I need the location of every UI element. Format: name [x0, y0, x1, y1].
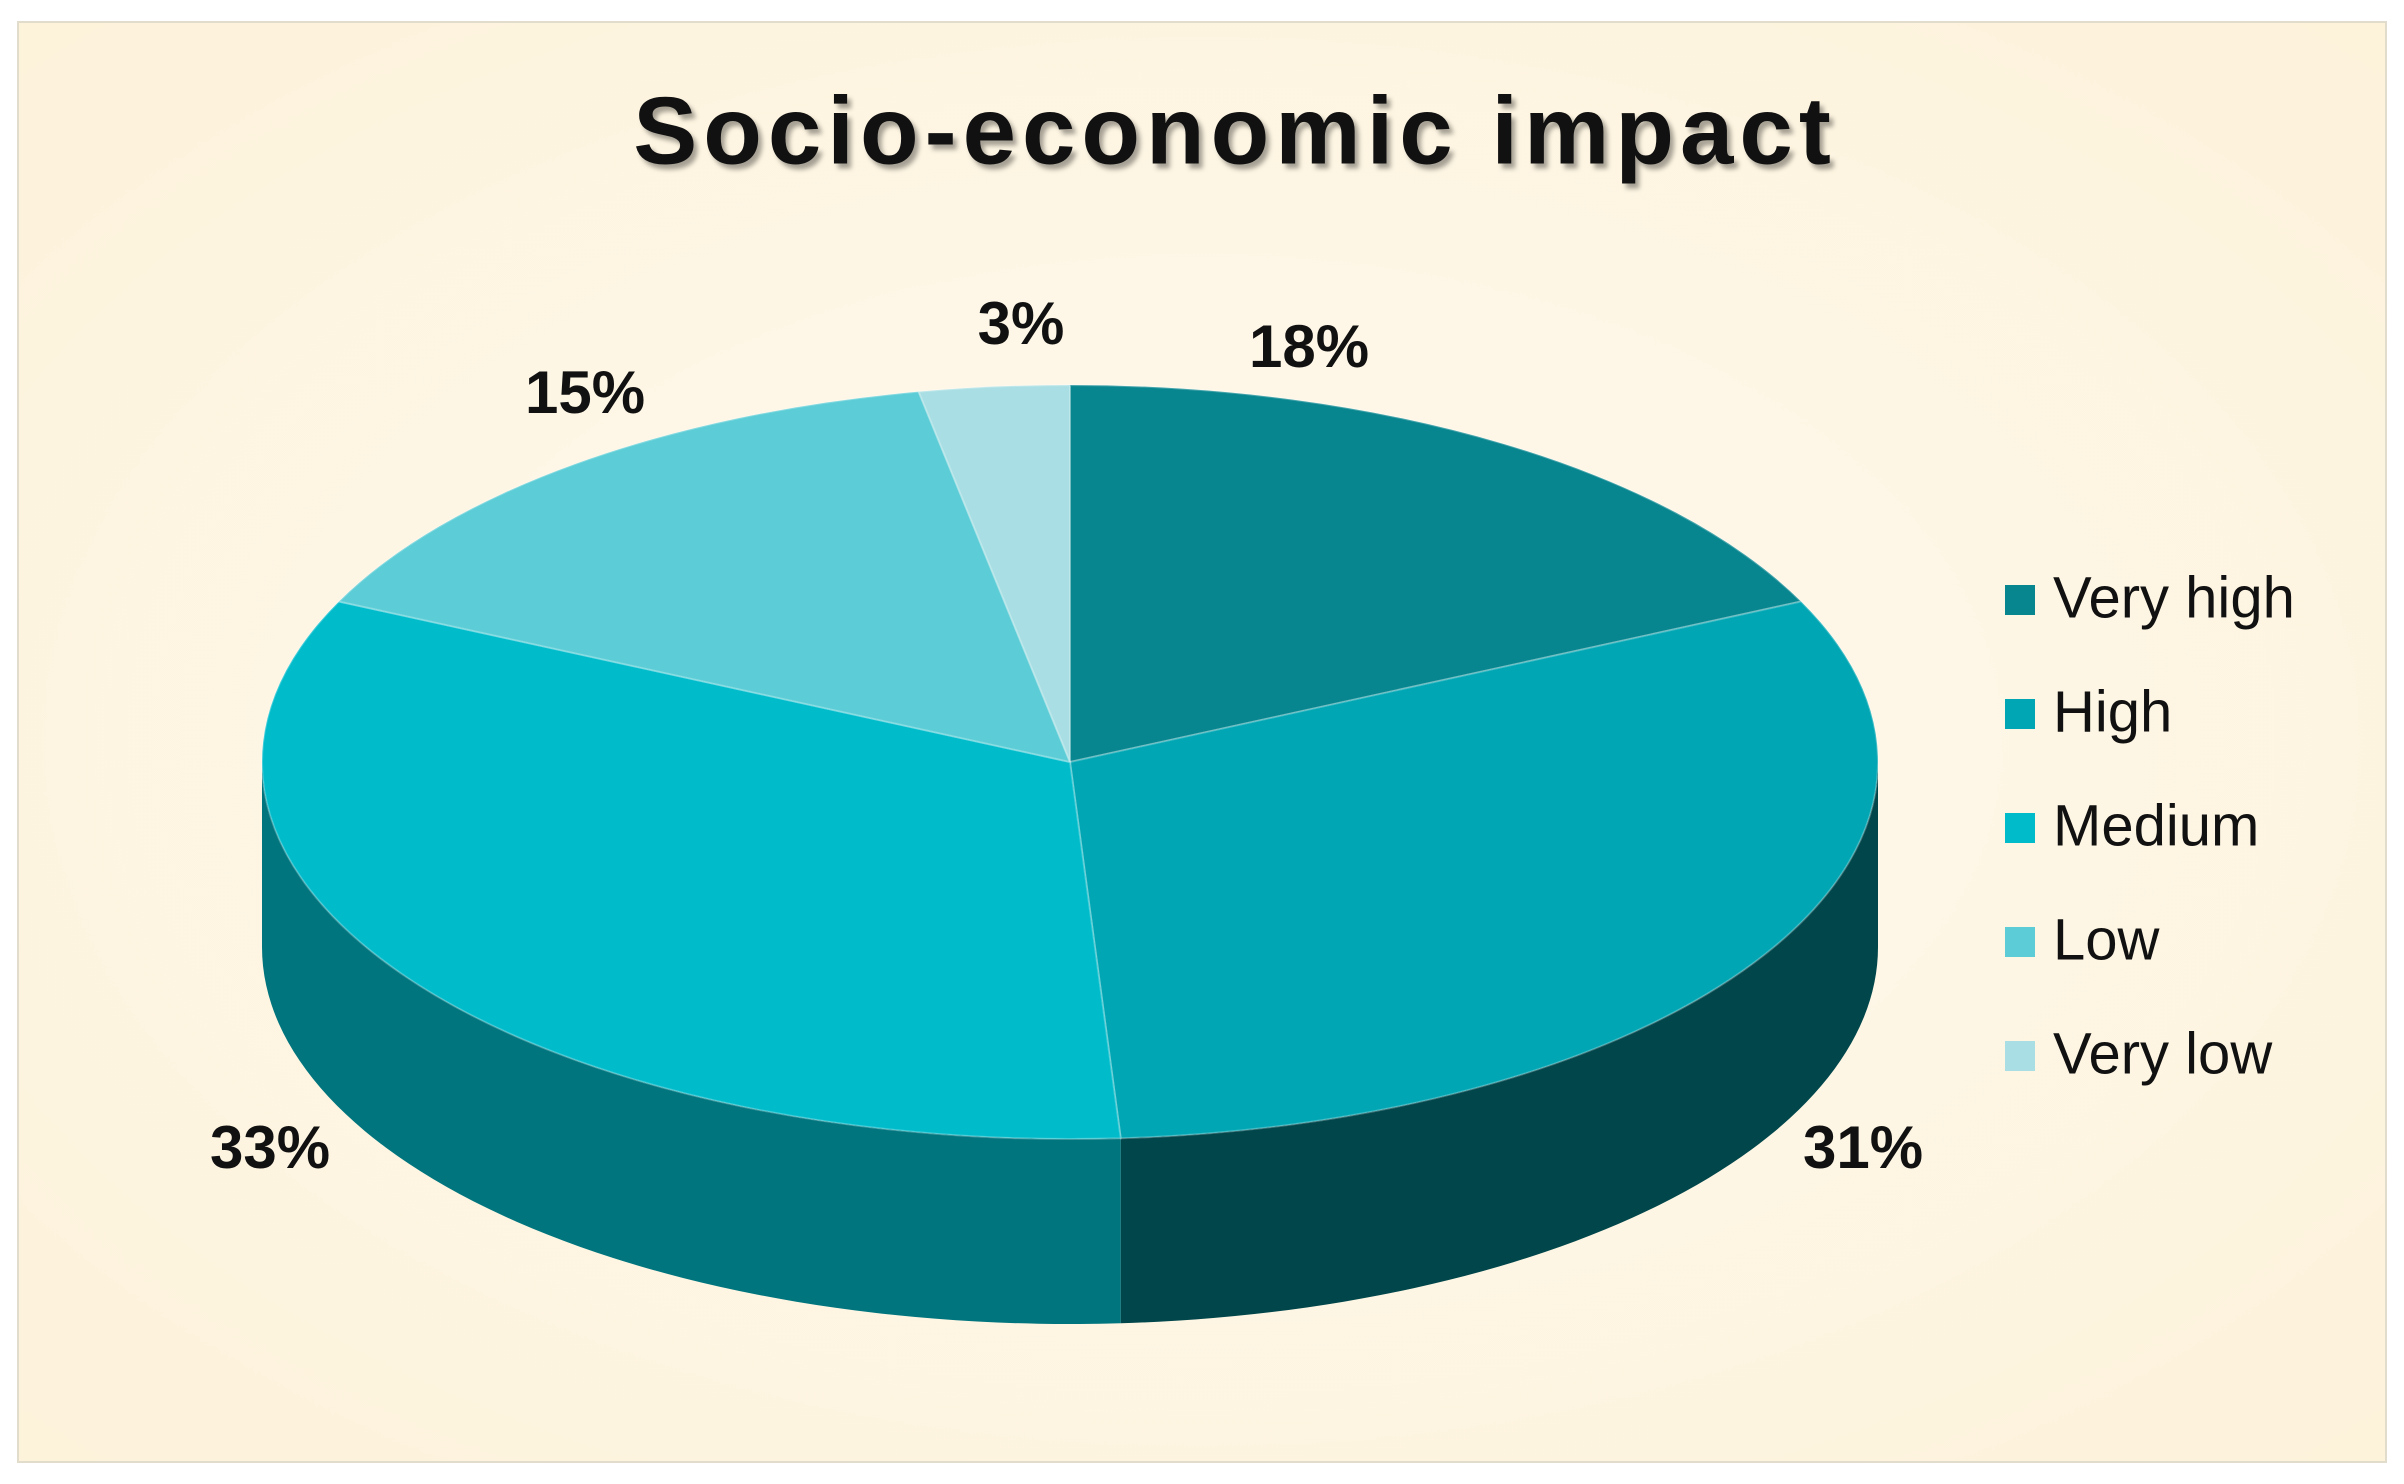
pie-slice: [1069, 383, 1804, 764]
legend-marker: [2005, 699, 2035, 729]
pie-slice: [260, 600, 1122, 1141]
legend-marker: [2005, 585, 2035, 615]
pie-slice: [336, 390, 1072, 764]
value-label: 18%: [1249, 313, 1369, 380]
legend-marker: [2005, 927, 2035, 957]
pie-slice-side: [1120, 762, 1878, 1324]
value-label: 15%: [525, 359, 645, 426]
pie-slice-side: [262, 762, 1121, 1325]
value-label: 31%: [1803, 1114, 1923, 1181]
legend-label: Medium: [2053, 793, 2259, 858]
value-label: 3%: [978, 290, 1065, 357]
legend-marker: [2005, 1041, 2035, 1071]
pie-slice: [1068, 600, 1879, 1140]
legend-label: Low: [2053, 907, 2161, 972]
legend-label: Very low: [2053, 1021, 2273, 1086]
pie-slice: [917, 383, 1071, 763]
legend-label: High: [2053, 679, 2172, 744]
legend-label: Very high: [2053, 565, 2295, 630]
value-label: 33%: [210, 1114, 330, 1181]
legend-marker: [2005, 813, 2035, 843]
chart-title: Socio-economic impact: [633, 77, 1837, 184]
